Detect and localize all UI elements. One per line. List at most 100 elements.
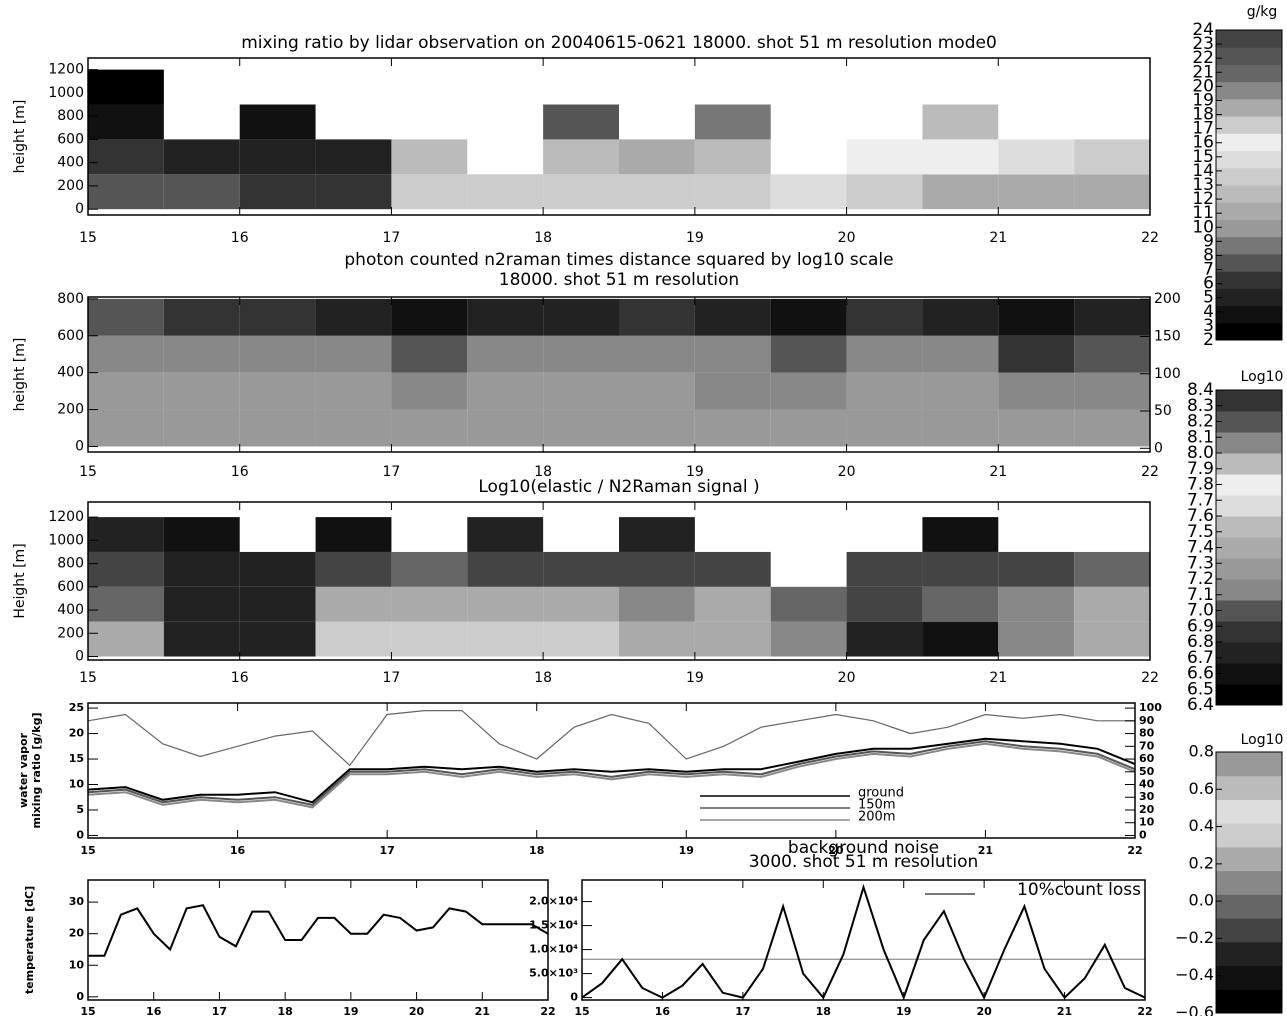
heatmap-cell <box>619 373 695 410</box>
y2-tick-label: 200 <box>1154 291 1181 307</box>
heatmap-cell <box>467 587 543 622</box>
y-tick-label: 1.0×10⁴ <box>529 943 578 956</box>
y2-tick-label: 30 <box>1139 790 1155 803</box>
heatmap-cell <box>240 105 316 140</box>
heatmap-cell <box>240 336 316 373</box>
heatmap-cell <box>998 587 1074 622</box>
heatmap-cell <box>847 174 923 209</box>
y-tick-label: 15 <box>69 752 84 765</box>
y-tick-label: 0 <box>75 649 84 665</box>
y-tick-label: 400 <box>57 602 84 618</box>
heatmap-cell <box>543 105 619 140</box>
colorbar-tick-label: 0.0 <box>1189 891 1214 910</box>
heatmap-cell <box>467 373 543 410</box>
heatmap-cell <box>998 139 1074 174</box>
heatmap-cell <box>619 587 695 622</box>
x-tick-label: 22 <box>1137 1005 1152 1016</box>
colorbar-band <box>1216 663 1282 685</box>
heatmap-cell <box>619 622 695 657</box>
heatmap-cell <box>543 174 619 209</box>
data-line <box>88 711 1135 766</box>
y-tick-label: 1000 <box>48 85 84 101</box>
y-axis-label: height [m] <box>12 338 28 412</box>
heatmap-cell <box>543 552 619 587</box>
colorbar-band <box>1216 151 1282 169</box>
heatmap-cell <box>847 622 923 657</box>
colorbar-title: Log10 <box>1241 732 1284 748</box>
heatmap-cell <box>164 299 240 336</box>
x-tick-label: 19 <box>679 844 694 857</box>
y2-tick-label: 40 <box>1139 778 1155 791</box>
colorbar-band <box>1216 942 1282 966</box>
heatmap-cell <box>391 587 467 622</box>
colorbar-band <box>1216 579 1282 601</box>
x-tick-label: 17 <box>383 464 401 480</box>
heatmap-cell <box>543 622 619 657</box>
x-tick-label: 15 <box>79 230 97 246</box>
heatmap-cell <box>619 552 695 587</box>
heatmap-cell <box>1074 410 1150 447</box>
heatmap-cell <box>922 517 998 552</box>
x-tick-label: 17 <box>383 230 401 246</box>
x-tick-label: 22 <box>1141 670 1159 686</box>
colorbar-band <box>1216 642 1282 664</box>
x-tick-label: 20 <box>838 230 856 246</box>
heatmap-cell <box>771 410 847 447</box>
x-tick-label: 18 <box>529 844 544 857</box>
heatmap-cell <box>771 622 847 657</box>
x-tick-label: 15 <box>574 1005 589 1016</box>
heatmap-cell <box>922 410 998 447</box>
heatmap-cell <box>771 373 847 410</box>
heatmap-cell <box>88 373 164 410</box>
heatmap-cell <box>164 410 240 447</box>
colorbar-band <box>1216 776 1282 800</box>
heatmap-cell <box>1074 139 1150 174</box>
heatmap-cell <box>543 373 619 410</box>
colorbar-band <box>1216 516 1282 538</box>
y-tick-label: 800 <box>57 556 84 572</box>
heatmap-cell <box>922 552 998 587</box>
x-tick-label: 18 <box>816 1005 831 1016</box>
y2-tick-label: 20 <box>1139 803 1155 816</box>
heatmap-cell <box>164 373 240 410</box>
colorbar-band <box>1216 185 1282 203</box>
heatmap-cell <box>88 587 164 622</box>
colorbar-tick-label: 0.6 <box>1189 779 1214 798</box>
heatmap-cell <box>998 174 1074 209</box>
heatmap-cell <box>88 70 164 105</box>
heatmap-cell <box>695 299 771 336</box>
x-tick-label: 19 <box>686 670 704 686</box>
heatmap-cell <box>240 139 316 174</box>
heatmap-cell <box>922 373 998 410</box>
legend-label: 200m <box>858 810 895 825</box>
colorbar-tick-label: 0.8 <box>1189 742 1214 761</box>
colorbar-band <box>1216 30 1282 48</box>
y-tick-label: 0 <box>76 828 84 841</box>
heatmap-cell <box>391 299 467 336</box>
y-tick-label: 800 <box>57 291 84 307</box>
heatmap-cell <box>316 139 392 174</box>
colorbar-band <box>1216 82 1282 100</box>
heatmap-cell <box>695 410 771 447</box>
x-tick-label: 16 <box>146 1005 162 1016</box>
colorbar-band <box>1216 411 1282 433</box>
y2-tick-label: 0 <box>1154 440 1163 456</box>
heatmap-cell <box>316 336 392 373</box>
colorbar-band <box>1216 453 1282 475</box>
y-axis-label: temperature [dC] <box>23 886 36 994</box>
heatmap-cell <box>391 552 467 587</box>
y-tick-label: 0 <box>76 990 84 1003</box>
x-tick-label: 16 <box>230 844 246 857</box>
heatmap-cell <box>1074 552 1150 587</box>
heatmap-cell <box>391 622 467 657</box>
colorbar-band <box>1216 799 1282 823</box>
y-tick-label: 2.0×10⁴ <box>529 895 578 908</box>
colorbar-band <box>1216 847 1282 871</box>
heatmap-cell <box>467 410 543 447</box>
colorbar-band <box>1216 237 1282 255</box>
x-tick-label: 18 <box>534 230 552 246</box>
x-tick-label: 21 <box>989 670 1007 686</box>
colorbar-band <box>1216 306 1282 324</box>
heatmap-cell <box>316 373 392 410</box>
colorbar-band <box>1216 495 1282 517</box>
